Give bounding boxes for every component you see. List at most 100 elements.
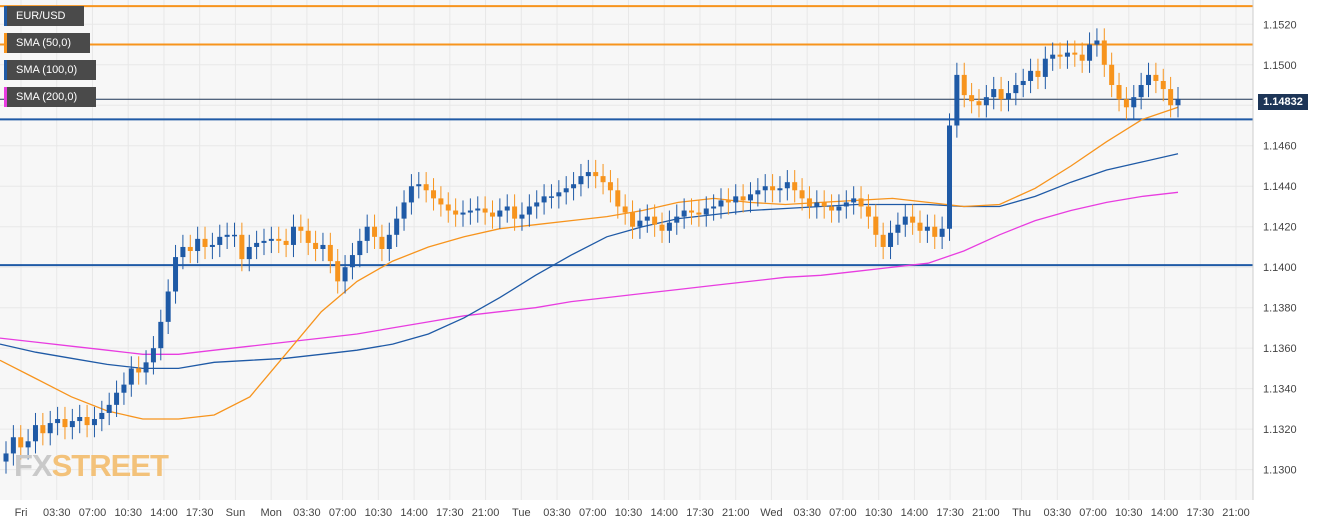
candle-body xyxy=(1087,44,1093,61)
candle-body xyxy=(888,232,894,247)
sma-lines xyxy=(0,106,1179,420)
x-tick-label: 21:00 xyxy=(972,507,1000,519)
legend-item-sma100[interactable]: SMA (100,0) xyxy=(4,60,96,80)
candle-body xyxy=(1079,54,1085,61)
candle-body xyxy=(372,226,378,237)
candle-body xyxy=(733,196,739,203)
y-tick-label: 1.1420 xyxy=(1263,222,1297,234)
candle-body xyxy=(445,204,451,211)
x-tick-label: 17:30 xyxy=(686,507,714,519)
candle-body xyxy=(954,74,960,126)
legend-label: SMA (200,0) xyxy=(16,91,78,103)
x-tick-label: 17:30 xyxy=(936,507,964,519)
y-tick-label: 1.1380 xyxy=(1263,303,1297,315)
candle-body xyxy=(423,184,429,191)
candle-body xyxy=(755,190,761,195)
candle-body xyxy=(128,368,134,385)
y-tick-label: 1.1520 xyxy=(1263,19,1297,31)
candle-body xyxy=(431,190,437,199)
x-tick-label: Sun xyxy=(226,507,246,519)
candle-body xyxy=(386,234,392,249)
legend-label: SMA (50,0) xyxy=(16,37,72,49)
x-tick-label: 21:00 xyxy=(472,507,500,519)
grid xyxy=(0,0,1253,500)
candle-body xyxy=(917,222,923,231)
candle-body xyxy=(1072,52,1078,55)
candle-body xyxy=(77,417,83,422)
x-tick-label: 10:30 xyxy=(114,507,142,519)
candle-body xyxy=(932,226,938,237)
y-tick-label: 1.1320 xyxy=(1263,424,1297,436)
candle-body xyxy=(1050,54,1056,59)
candle-body xyxy=(1094,40,1100,45)
x-tick-label: 03:30 xyxy=(793,507,821,519)
candle-body xyxy=(696,212,702,215)
candle-body xyxy=(548,196,554,198)
x-tick-label: Fri xyxy=(15,507,28,519)
candle-body xyxy=(254,242,260,247)
candle-body xyxy=(865,206,871,217)
candle-body xyxy=(784,182,790,189)
candle-body xyxy=(991,89,997,98)
candle-body xyxy=(165,291,171,322)
candle-body xyxy=(924,226,930,231)
candle-body xyxy=(136,368,142,373)
candle-body xyxy=(740,196,746,201)
x-tick-label: 07:00 xyxy=(329,507,357,519)
x-tick-label: 10:30 xyxy=(1115,507,1143,519)
candle-body xyxy=(1175,99,1181,106)
candle-body xyxy=(799,190,805,199)
x-tick-label: 07:00 xyxy=(579,507,607,519)
candle-body xyxy=(969,95,975,102)
candle-body xyxy=(519,214,525,219)
sma-50-line xyxy=(0,106,1179,420)
candle-body xyxy=(578,176,584,185)
candle-body xyxy=(195,238,201,252)
candle-body xyxy=(526,206,532,215)
candle-body xyxy=(615,190,621,207)
candle-body xyxy=(1146,74,1152,86)
candle-body xyxy=(792,182,798,191)
candle-body xyxy=(342,267,348,282)
x-tick-label: 14:00 xyxy=(150,507,178,519)
y-tick-label: 1.1460 xyxy=(1263,141,1297,153)
plot-area xyxy=(0,0,1253,500)
x-tick-label: 10:30 xyxy=(615,507,643,519)
candle-body xyxy=(246,246,252,260)
candle-body xyxy=(821,202,827,207)
legend-swatch xyxy=(4,60,7,80)
candle-body xyxy=(770,186,776,191)
candle-body xyxy=(69,421,75,428)
candle-body xyxy=(843,202,849,207)
candle-body xyxy=(1168,89,1174,106)
legend-label: SMA (100,0) xyxy=(16,64,78,76)
candle-body xyxy=(836,206,842,211)
x-axis: Fri 03:30 07:00 10:30 14:00 17:30 Sun Mon 03:30 0… xyxy=(15,507,1250,519)
candle-body xyxy=(99,412,105,420)
fxstreet-logo: FXSTREET xyxy=(14,448,169,484)
candle-body xyxy=(1116,85,1122,100)
legend-item-sma50[interactable]: SMA (50,0) xyxy=(4,33,90,53)
candle-body xyxy=(998,89,1004,100)
candle-body xyxy=(1160,80,1166,90)
candle-body xyxy=(814,202,820,207)
x-tick-label: 03:30 xyxy=(543,507,571,519)
candle-body xyxy=(438,198,444,205)
candle-body xyxy=(747,194,753,201)
candle-body xyxy=(666,222,672,231)
sma-200-line xyxy=(0,191,1179,355)
candle-body xyxy=(290,226,296,245)
x-tick-label: 03:30 xyxy=(43,507,71,519)
candle-body xyxy=(55,419,61,424)
candle-body xyxy=(91,419,97,426)
candle-body xyxy=(563,188,569,193)
candle-body xyxy=(32,425,38,442)
x-tick-label: Tue xyxy=(512,507,531,519)
x-tick-label: 10:30 xyxy=(365,507,393,519)
legend-item-eurusd[interactable]: EUR/USD xyxy=(4,6,84,26)
candle-body xyxy=(1153,74,1159,81)
candle-body xyxy=(1035,70,1041,77)
legend-item-sma200[interactable]: SMA (200,0) xyxy=(4,87,96,107)
candle-body xyxy=(453,210,459,215)
y-tick-label: 1.1300 xyxy=(1263,465,1297,477)
